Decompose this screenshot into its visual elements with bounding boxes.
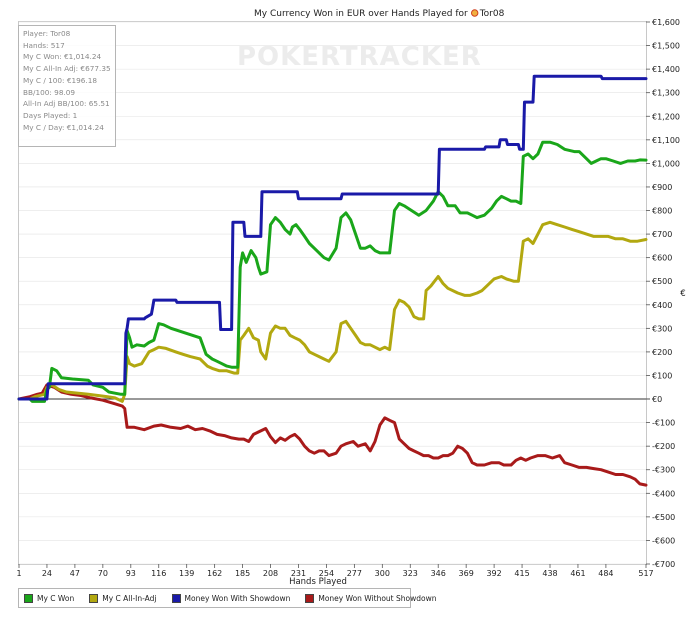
y-axis-label: € bbox=[680, 289, 685, 299]
grid-layer bbox=[19, 21, 650, 565]
stats-panel: Player: Tor08 Hands: 517 My C Won: €1,01… bbox=[18, 25, 116, 147]
x-tick-label: 484 bbox=[598, 569, 613, 578]
series-line-won bbox=[17, 140, 648, 403]
y-tick-label: €400 bbox=[652, 301, 672, 310]
y-tick-label: €1,300 bbox=[652, 89, 680, 98]
y-tick-label: -€600 bbox=[652, 536, 675, 545]
player-icon bbox=[471, 9, 479, 17]
y-tick-label: €1,400 bbox=[652, 65, 680, 74]
watermark-text: POKERTRACKER bbox=[237, 42, 482, 72]
y-tick-label: €1,500 bbox=[652, 42, 680, 51]
x-tick-label: 346 bbox=[431, 569, 446, 578]
y-tick-label: -€400 bbox=[652, 489, 675, 498]
y-tick-label: €1,100 bbox=[652, 136, 680, 145]
y-tick-label: -€100 bbox=[652, 419, 675, 428]
series-line-noshowdown bbox=[17, 383, 648, 487]
y-tick-label: -€200 bbox=[652, 442, 675, 451]
x-tick-label: 47 bbox=[70, 569, 80, 578]
legend-item-showdown[interactable]: Money Won With Showdown bbox=[171, 593, 291, 603]
x-tick-label: 1 bbox=[16, 569, 21, 578]
x-tick-label: 254 bbox=[319, 569, 334, 578]
y-tick-label: €800 bbox=[652, 207, 672, 216]
x-axis: 1 24 47 70 93 116 139 162 185 208 231 254 277 300 323 3… bbox=[16, 564, 654, 578]
y-tick-label: €300 bbox=[652, 324, 672, 333]
stats-line: My C / 100: €196.18 bbox=[23, 75, 98, 85]
y-tick-label: €1,000 bbox=[652, 159, 680, 168]
legend-item-allin[interactable]: My C All-In-Adj bbox=[89, 593, 157, 603]
legend-swatch-allin bbox=[89, 593, 99, 603]
stats-line: BB/100: 98.09 bbox=[23, 87, 76, 97]
stats-line: Days Played: 1 bbox=[23, 110, 78, 120]
y-tick-label: €600 bbox=[652, 254, 672, 263]
y-axis: -€700 -€600 -€500 -€400 -€300 -€200 -€100 €0 €10… bbox=[646, 18, 680, 569]
x-tick-label: 517 bbox=[638, 569, 653, 578]
x-tick-label: 300 bbox=[375, 569, 390, 578]
y-tick-label: -€700 bbox=[652, 560, 675, 569]
x-tick-label: 461 bbox=[570, 569, 585, 578]
x-tick-label: 185 bbox=[235, 569, 250, 578]
x-tick-label: 392 bbox=[486, 569, 501, 578]
series-line-showdown bbox=[17, 74, 648, 401]
legend-item-noshowdown[interactable]: Money Won Without Showdown bbox=[305, 593, 437, 603]
chart-title: My Currency Won in EUR over Hands Played… bbox=[254, 9, 468, 19]
y-tick-label: €0 bbox=[652, 395, 662, 404]
x-tick-label: 162 bbox=[207, 569, 222, 578]
y-tick-label: €500 bbox=[652, 277, 672, 286]
chart-title-player: Tor08 bbox=[479, 9, 505, 19]
x-tick-label: 415 bbox=[514, 569, 529, 578]
chart-legend: My C Won My C All-In-Adj Money Won With … bbox=[18, 588, 436, 608]
series-layer bbox=[17, 74, 648, 487]
legend-item-won[interactable]: My C Won bbox=[24, 593, 75, 603]
stats-line: Player: Tor08 bbox=[23, 29, 71, 38]
y-tick-label: €1,600 bbox=[652, 18, 680, 27]
legend-swatch-noshowdown bbox=[305, 593, 315, 603]
y-tick-label: €1,200 bbox=[652, 112, 680, 121]
x-tick-label: 208 bbox=[263, 569, 278, 578]
legend-label: Money Won With Showdown bbox=[184, 593, 291, 603]
stats-line: My C / Day: €1,014.24 bbox=[23, 122, 104, 132]
y-tick-label: €900 bbox=[652, 183, 672, 192]
x-tick-label: 277 bbox=[347, 569, 362, 578]
x-tick-label: 24 bbox=[42, 569, 52, 578]
legend-swatch-showdown bbox=[171, 593, 181, 603]
stats-line: Hands: 517 bbox=[23, 40, 65, 50]
pokertracker-watermark: POKERTRACKER bbox=[237, 42, 482, 72]
x-tick-label: 70 bbox=[98, 569, 108, 578]
x-tick-label: 323 bbox=[403, 569, 418, 578]
legend-label: Money Won Without Showdown bbox=[318, 593, 437, 603]
stats-line: All-In Adj BB/100: 65.51 bbox=[23, 99, 110, 109]
legend-label: My C All-In-Adj bbox=[102, 593, 157, 603]
x-tick-label: 93 bbox=[126, 569, 136, 578]
stats-line: My C Won: €1,014.24 bbox=[23, 52, 102, 62]
y-tick-label: €700 bbox=[652, 230, 672, 239]
x-tick-label: 369 bbox=[459, 569, 474, 578]
y-tick-label: €100 bbox=[652, 371, 672, 380]
legend-swatch-won bbox=[24, 593, 33, 603]
y-tick-label: -€500 bbox=[652, 513, 675, 522]
y-tick-label: €200 bbox=[652, 348, 672, 357]
x-tick-label: 231 bbox=[291, 569, 306, 578]
plot-frame bbox=[18, 21, 647, 565]
series-line-allin bbox=[17, 220, 648, 403]
x-tick-label: 438 bbox=[542, 569, 557, 578]
x-tick-label: 116 bbox=[151, 569, 166, 578]
x-axis-label: Hands Played bbox=[289, 577, 347, 587]
x-tick-label: 139 bbox=[179, 569, 194, 578]
stats-line: My C All-In Adj: €677.35 bbox=[23, 64, 111, 74]
legend-label: My C Won bbox=[37, 593, 75, 603]
y-tick-label: -€300 bbox=[652, 466, 675, 475]
